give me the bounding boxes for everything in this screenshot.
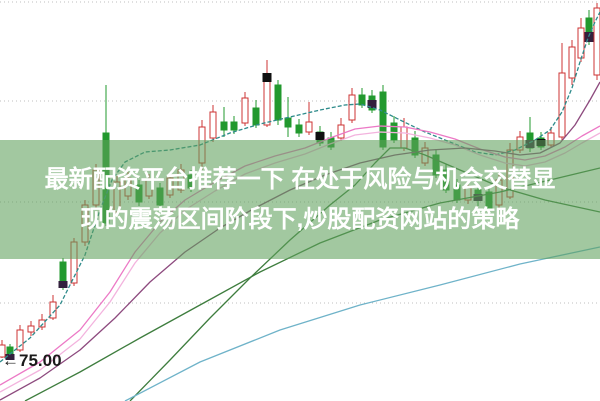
headline-line-2: 现的震荡区间阶段下,炒股配资网站的策略 (80, 205, 520, 233)
headline-line-1: 最新配资平台推荐一下 在处于风险与机会交替显 (44, 165, 556, 193)
price-annotation: ←75.00 (2, 351, 62, 370)
headline-banner: 最新配资平台推荐一下 在处于风险与机会交替显 现的震荡区间阶段下,炒股配资网站的… (0, 140, 600, 259)
ma-light-cyan (124, 246, 600, 401)
